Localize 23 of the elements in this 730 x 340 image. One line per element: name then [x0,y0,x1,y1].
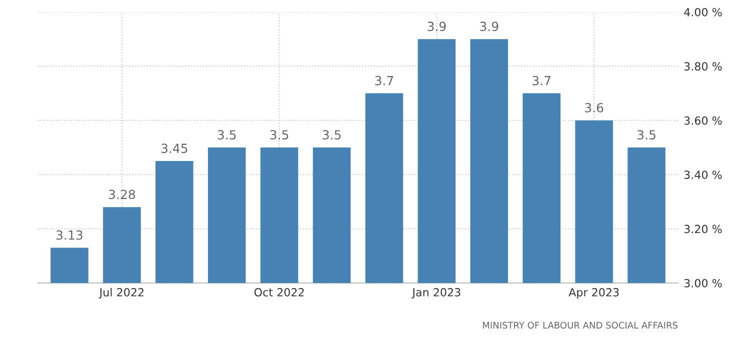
x-tick-label: Jan 2023 [412,288,460,299]
data-label: 3.9 [428,22,446,32]
text: MINISTRY OF LABOUR AND SOCIAL AFFAIRS [483,322,678,329]
y-tick-label: 3.60 % [684,116,722,125]
data-label: 3.5 [270,130,288,140]
x-tick-label: Jul 2022 [98,288,144,299]
data-label: 3.5 [322,130,341,140]
y-tick-label: 3.00 % [684,278,722,288]
data-label: 3.7 [375,76,394,86]
data-label: 3.13 [56,230,82,240]
data-label: 3.7 [532,76,550,86]
y-tick-label: 3.40 % [684,170,722,179]
data-label: 3.5 [638,130,656,140]
data-label: 3.9 [480,22,498,32]
data-label: 3.45 [161,144,188,154]
y-tick-label: 4.00 % [684,8,722,16]
x-tick-label: Apr 2023 [568,288,619,299]
y-tick-label: 3.80 % [684,62,722,71]
data-label: 3.5 [218,130,236,140]
data-label: 3.28 [108,190,135,200]
x-tick-label: Oct 2022 [254,288,304,296]
data-label: 3.6 [585,102,604,112]
y-tick-label: 3.20 % [684,224,722,234]
